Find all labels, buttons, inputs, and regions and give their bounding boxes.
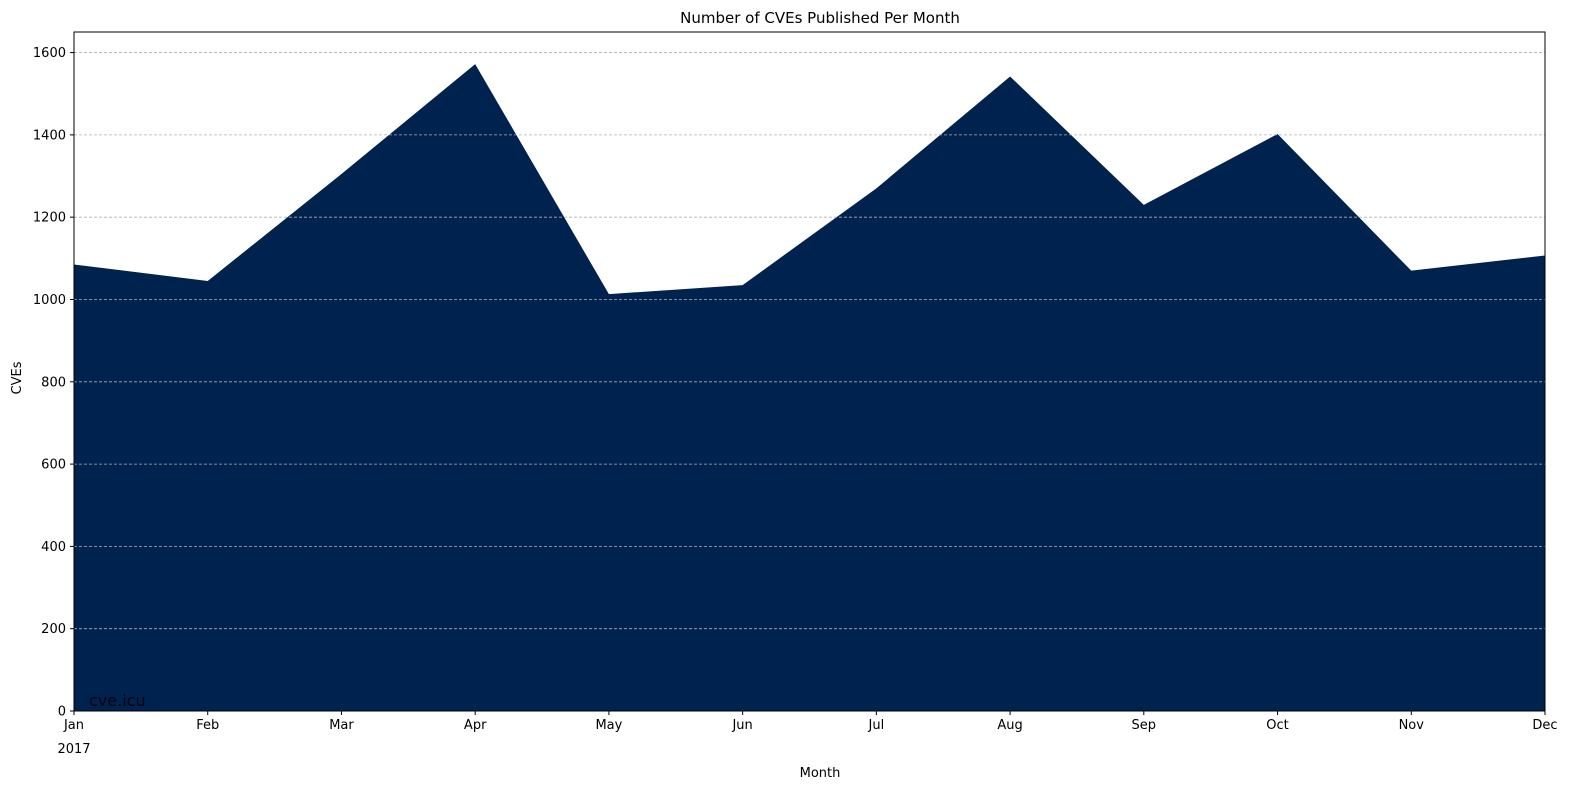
x-year-label: 2017	[57, 742, 90, 757]
y-tick-label-0: 0	[58, 705, 66, 720]
y-tick-label-600: 600	[41, 458, 66, 473]
x-tick-label-apr: Apr	[464, 718, 487, 733]
x-axis-label: Month	[800, 766, 841, 781]
y-axis-label: CVEs	[10, 361, 25, 394]
y-tick-label-1000: 1000	[33, 293, 66, 308]
chart-title: Number of CVEs Published Per Month	[680, 9, 960, 27]
x-tick-label-jun: Jun	[731, 718, 752, 733]
x-tick-label-mar: Mar	[329, 718, 354, 733]
x-tick-label-nov: Nov	[1399, 718, 1425, 733]
x-tick-label-oct: Oct	[1266, 718, 1288, 733]
axes-frame	[73, 31, 1546, 712]
x-tick-label-feb: Feb	[196, 718, 219, 733]
plot-area: 0 200 400 600 800 1000 1200 1400 1600 Jan Feb Mar Ap…	[33, 31, 1558, 733]
watermark: cve.icu	[89, 691, 146, 710]
x-tick-label-sep: Sep	[1132, 718, 1157, 733]
y-tick-label-1400: 1400	[33, 128, 66, 143]
y-tick-label-1600: 1600	[33, 46, 66, 61]
x-tick-label-dec: Dec	[1532, 718, 1557, 733]
x-tick-label-aug: Aug	[997, 718, 1022, 733]
y-tick-label-400: 400	[41, 540, 66, 555]
x-tick-label-jul: Jul	[868, 718, 885, 733]
x-tick-label-may: May	[595, 718, 622, 733]
x-tick-label-jan: Jan	[63, 718, 84, 733]
area-fill	[74, 64, 1545, 711]
y-tick-label-800: 800	[41, 375, 66, 390]
y-tick-label-1200: 1200	[33, 211, 66, 226]
y-tick-label-200: 200	[41, 622, 66, 637]
